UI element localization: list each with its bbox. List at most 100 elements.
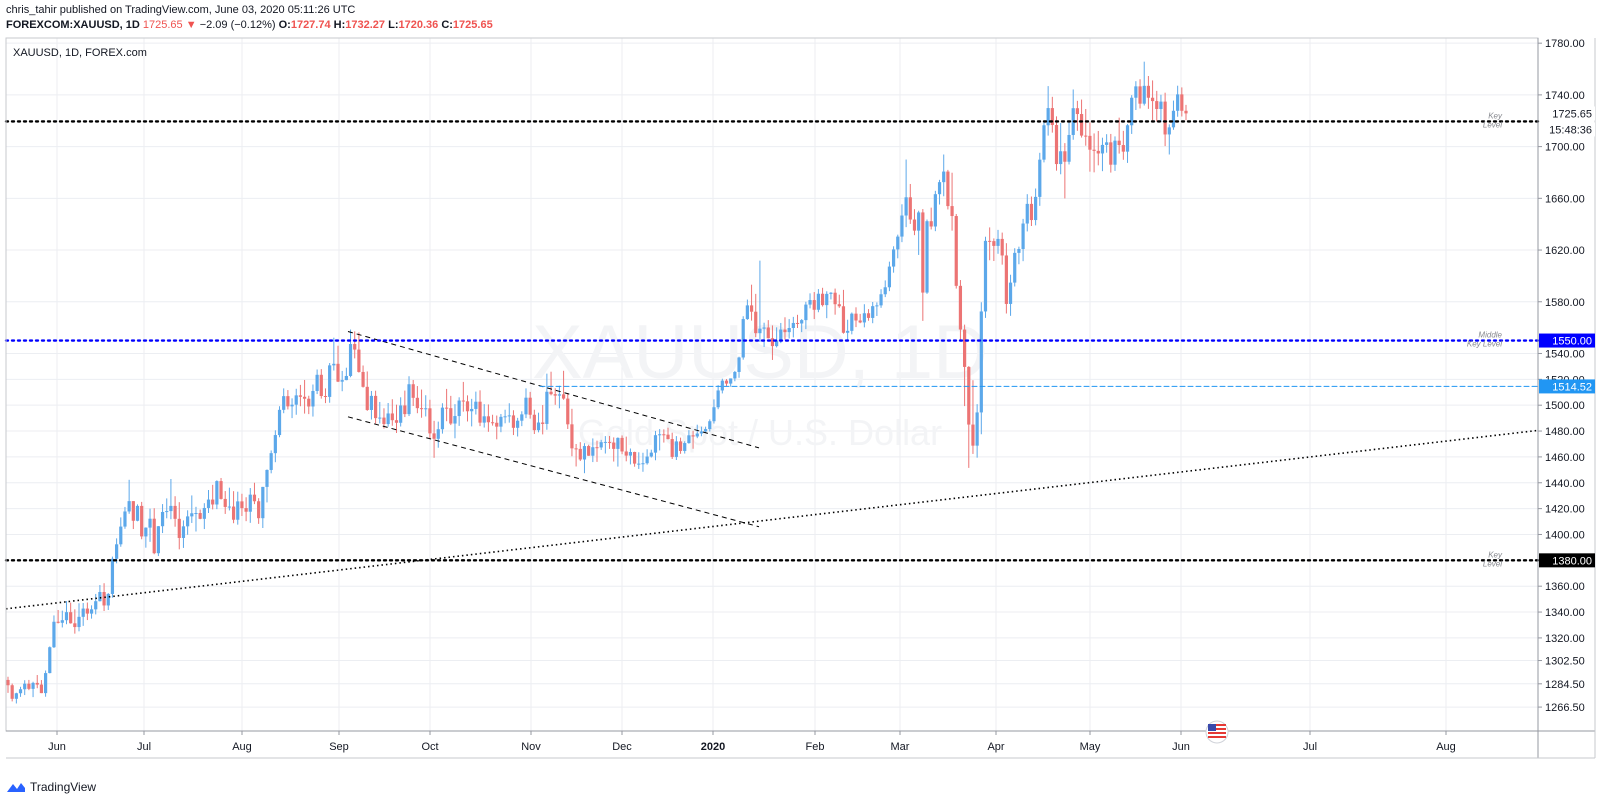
low-value: 1720.36: [398, 19, 439, 31]
candle-body: [1021, 223, 1025, 250]
candlesticks: [6, 61, 1188, 704]
x-tick-label: Mar: [891, 741, 910, 753]
candle-body: [31, 682, 35, 689]
open-label: O:: [278, 19, 291, 31]
candle-body: [277, 409, 282, 436]
candle-body: [336, 363, 340, 382]
candle-body: [887, 266, 892, 288]
candle-body: [511, 415, 516, 428]
x-tick-label: Oct: [421, 741, 438, 753]
candle-body: [536, 422, 541, 431]
footer-brand[interactable]: TradingView: [6, 780, 96, 794]
candle-body: [198, 513, 202, 519]
candle-body: [1029, 203, 1034, 221]
candle-body: [825, 293, 829, 306]
countdown-tag: 15:48:36: [1549, 124, 1592, 136]
blue-level-tag: 1514.52: [1552, 381, 1592, 393]
x-tick-label: 2020: [701, 741, 725, 753]
candle-body: [69, 612, 73, 624]
candle-body: [211, 499, 215, 505]
candle-body: [428, 408, 432, 434]
candle-body: [875, 305, 879, 307]
candle-body: [1184, 110, 1188, 114]
candle-body: [399, 405, 403, 423]
y-tick-label: 1284.50: [1545, 679, 1585, 691]
candle-body: [465, 401, 470, 412]
candle-body: [190, 513, 194, 517]
candle-body: [127, 501, 131, 512]
candle-body: [908, 197, 912, 220]
candle-body: [791, 322, 795, 328]
candle-body: [699, 431, 704, 434]
candle-body: [419, 408, 424, 410]
candle-body: [206, 499, 211, 508]
candle-body: [123, 511, 127, 527]
candle-body: [77, 616, 81, 628]
candle-body: [10, 685, 14, 699]
candle-body: [1155, 101, 1159, 109]
channel-upper-line: [347, 331, 760, 449]
candle-body: [499, 416, 503, 427]
candle-body: [457, 400, 461, 417]
candle-body: [532, 414, 536, 431]
candle-body: [265, 469, 269, 487]
last-price: 1725.65: [142, 19, 183, 31]
candle-body: [315, 374, 319, 391]
candle-body: [992, 241, 996, 246]
candle-body: [1134, 86, 1138, 98]
candle-body: [1121, 145, 1125, 152]
candle-body: [1088, 135, 1092, 150]
candle-body: [917, 212, 921, 231]
candle-body: [933, 194, 937, 227]
candle-body: [470, 408, 474, 412]
time-axis[interactable]: Jun Jul Aug Sep Oct Nov Dec 2020 Feb Mar Apr May Jun…: [48, 731, 1456, 753]
candle-body: [52, 621, 56, 648]
candle-body: [340, 380, 344, 382]
candle-body: [328, 365, 332, 397]
y-tick-label: 1340.00: [1545, 607, 1585, 619]
candle-body: [1130, 97, 1134, 126]
candle-body: [160, 511, 165, 527]
candle-body: [1063, 151, 1067, 162]
candle-body: [81, 608, 85, 617]
x-tick-label: Sep: [329, 741, 349, 753]
candle-body: [1117, 140, 1121, 146]
y-tick-label: 1320.00: [1545, 633, 1585, 645]
candle-body: [424, 408, 428, 410]
price-axis[interactable]: 1780.00 1740.00 1700.00 1660.00 1620.00 1580.…: [1538, 38, 1585, 714]
candle-body: [624, 451, 628, 456]
candle-body: [169, 505, 173, 512]
candle-body: [1171, 110, 1176, 128]
y-tick-label: 1420.00: [1545, 504, 1585, 516]
candle-body: [587, 446, 591, 456]
candle-body: [841, 306, 846, 333]
candle-body: [683, 443, 687, 451]
candle-body: [181, 526, 186, 538]
candle-body: [369, 395, 374, 410]
candle-body: [64, 612, 69, 621]
candle-body: [156, 526, 160, 554]
candle-body: [733, 371, 737, 379]
candle-body: [131, 501, 135, 521]
candle-body: [106, 593, 110, 606]
candle-body: [632, 451, 637, 464]
candle-body: [407, 384, 411, 415]
candle-body: [282, 396, 286, 410]
candle-body: [963, 329, 967, 367]
candle-body: [662, 434, 666, 436]
candle-body: [219, 481, 223, 499]
watermark-description: Gold Spot / U.S. Dollar: [578, 412, 942, 453]
candle-body: [1109, 142, 1113, 165]
candle-body: [578, 448, 582, 460]
candle-body: [616, 437, 620, 449]
candle-body: [557, 394, 562, 396]
candle-body: [1079, 114, 1084, 136]
candle-body: [1105, 142, 1109, 145]
candle-body: [73, 623, 77, 628]
candle-body: [507, 415, 511, 417]
candle-body: [140, 505, 144, 537]
candle-body: [553, 394, 557, 396]
candle-body: [348, 344, 353, 376]
candle-body: [653, 435, 658, 453]
